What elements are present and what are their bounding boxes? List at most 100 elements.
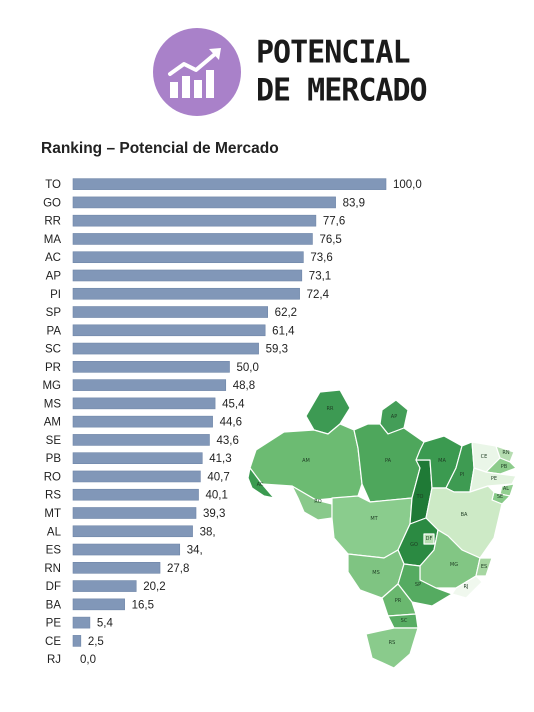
map-state-es [475,557,493,577]
value-label-sp: 62,2 [275,307,297,319]
map-label-pa: PA [385,458,392,464]
bar-ap [72,269,303,282]
category-label-rs: RS [45,490,61,502]
category-label-mt: MT [44,508,61,520]
bar-se [72,434,210,446]
map-label-df: DF [426,536,433,542]
bar-ba [72,598,125,611]
bar-am [72,415,213,428]
growth-bar-chart-icon [168,48,221,98]
value-label-se: 43,6 [216,435,238,447]
bar-pa [72,324,266,337]
map-label-se: SE [497,494,503,500]
bar-mg [72,379,227,391]
bar-mt [72,507,197,519]
category-label-rr: RR [44,216,61,228]
value-label-rs: 40,1 [206,490,228,502]
value-label-es: 34, [187,545,203,557]
bar-sp [72,306,268,318]
value-label-ap: 73,1 [309,270,331,282]
map-state-ac [248,467,275,499]
category-label-pe: PE [46,618,62,630]
category-label-ro: RO [44,471,61,483]
value-label-sc: 59,3 [266,344,288,356]
map-state-ro [291,485,333,521]
value-label-ce: 2,5 [88,636,104,648]
bar-go [72,196,336,209]
map-label-mt: MT [370,516,378,522]
bar-rr [72,214,317,227]
map-label-mg: MG [450,562,458,568]
category-label-ce: CE [45,636,61,648]
value-label-df: 20,2 [143,581,165,593]
value-label-ba: 16,5 [132,599,154,611]
map-label-rr: RR [327,406,334,412]
category-label-ma: MA [44,234,62,246]
value-label-ro: 40,7 [207,471,229,483]
map-label-es: ES [481,564,487,570]
map-label-ac: AC [257,482,264,488]
category-label-to: TO [45,179,61,191]
value-label-pe: 5,4 [97,618,114,630]
map-label-pb: PB [501,464,508,470]
map-label-rs: RS [389,640,396,646]
map-label-ce: CE [481,454,488,460]
category-label-go: GO [43,197,61,209]
bar-pi [72,287,300,300]
category-label-sp: SP [46,307,62,319]
bar-pe [72,616,91,629]
map-label-ba: BA [461,512,468,518]
title-line-1: POTENCIAL [256,34,411,71]
map-state-sp [397,563,453,607]
category-label-pa: PA [47,325,62,337]
chart-title: Ranking – Potencial de Mercado [41,140,279,157]
category-label-df: DF [46,581,61,593]
map-label-rn: RN [502,450,509,456]
bar-to [72,178,387,190]
category-label-pb: PB [46,453,62,465]
category-label-rn: RN [44,563,61,575]
bar-pr [72,361,230,373]
bar-rn [72,562,161,574]
map-label-ro: RO [314,499,321,505]
map-state-df [423,533,435,545]
value-label-pa: 61,4 [272,325,295,337]
value-label-al: 38, [200,526,216,538]
bar-ms [72,397,216,410]
map-label-ap: AP [391,414,397,420]
logo-badge [153,28,241,116]
map-label-ma: MA [438,458,446,464]
map-label-pi: PI [460,472,465,478]
category-label-pr: PR [45,362,61,374]
category-label-ap: AP [46,270,62,282]
category-label-pi: PI [50,289,61,301]
title-line-2: DE MERCADO [256,72,428,109]
map-label-ms: MS [372,570,380,576]
value-label-rj: 0,0 [80,654,96,666]
map-label-sc: SC [401,618,408,624]
category-label-al: AL [47,526,62,538]
bar-ac [72,251,304,264]
bar-rs [72,488,199,501]
map-label-sp: SP [415,582,421,588]
map-label-pe: PE [491,476,497,482]
map-label-go: GO [410,542,418,548]
value-label-mt: 39,3 [203,508,225,520]
map-label-al: AL [503,486,509,492]
value-label-rn: 27,8 [167,563,189,575]
category-label-am: AM [44,417,61,429]
category-label-ms: MS [44,398,62,410]
value-label-ms: 45,4 [222,398,245,410]
value-label-mg: 48,8 [233,380,255,392]
category-label-se: SE [46,435,62,447]
map-label-rj: RJ [464,584,469,590]
map-label-am: AM [302,458,310,464]
bar-pb [72,452,203,464]
category-label-ba: BA [46,599,62,611]
bar-al [72,525,193,538]
map-label-pr: PR [395,598,402,604]
header: POTENCIAL DE MERCADO [0,0,534,130]
value-label-pi: 72,4 [307,289,330,301]
